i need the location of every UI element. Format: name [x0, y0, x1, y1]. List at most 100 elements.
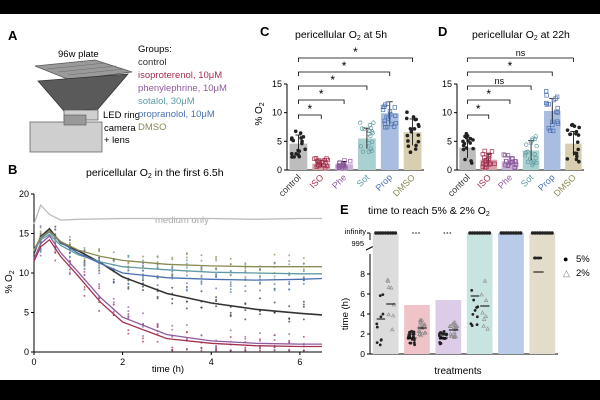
b-xtick-label: 0 — [31, 357, 36, 367]
chartD-point — [501, 152, 506, 157]
b-point-prop — [229, 290, 232, 293]
e-point-2pct — [423, 330, 428, 335]
chartC-points-phe — [336, 158, 353, 171]
e-infinity-point — [545, 231, 549, 235]
group-label-phe: phenylephrine, 10μM — [138, 83, 227, 94]
e-point-2pct — [452, 334, 457, 339]
e-point-5pct — [471, 312, 475, 316]
b-point-control — [288, 305, 291, 308]
chartC-point — [393, 113, 398, 118]
b-point-sot — [229, 281, 232, 284]
chartD-point — [503, 158, 509, 164]
chartD-sig-bracket — [467, 114, 490, 119]
b-point-dmso — [215, 257, 218, 260]
chartD-point — [492, 161, 497, 167]
b-point-iso — [98, 287, 101, 290]
chartD-point — [551, 97, 557, 103]
b-point-control — [288, 317, 291, 320]
chartD-point — [528, 140, 534, 146]
e-infinity-point — [470, 231, 475, 235]
b-point-phe — [156, 326, 159, 329]
chartD-sig-bracket — [467, 71, 553, 76]
b-point-dmso — [39, 232, 42, 235]
b-point-sot — [200, 276, 203, 279]
b-point-dmso — [171, 274, 174, 277]
chartC-sig-bracket — [298, 71, 391, 76]
chartD-point — [548, 128, 553, 133]
chartD-point — [565, 128, 570, 132]
e-point-5pct — [375, 322, 379, 326]
e-bar-iso — [404, 305, 430, 354]
b-point-phe — [215, 347, 218, 350]
chartC-point — [299, 136, 303, 140]
b-point-phe — [141, 334, 144, 337]
b-point-sot — [185, 259, 188, 262]
chartD-point — [576, 147, 580, 152]
chartD-ytick-label: 15 — [442, 79, 452, 89]
e-infinity-point — [480, 231, 484, 235]
b-point-control — [215, 296, 218, 299]
b-point-iso — [83, 294, 86, 297]
b-point-iso — [54, 259, 57, 262]
e-point-2pct — [483, 298, 489, 302]
chartD-point — [525, 159, 531, 164]
chartC-cat-label-prop: Prop — [374, 172, 395, 193]
chartC-point — [386, 116, 391, 121]
chartD-point — [505, 153, 511, 158]
b-point-prop — [302, 270, 305, 273]
b-point-phe — [288, 349, 291, 352]
e-points-iso — [406, 317, 428, 347]
e-point-2pct — [485, 326, 490, 331]
b-point-prop — [229, 283, 232, 286]
b-point-prop — [215, 275, 218, 278]
b-point-control — [288, 320, 291, 323]
e-point-5pct — [381, 312, 385, 316]
chartD-point — [466, 139, 470, 143]
chartC-point — [408, 126, 413, 131]
b-point-dmso — [244, 262, 247, 265]
chartD-sig-label: * — [476, 102, 481, 116]
e-point-2pct — [389, 285, 394, 290]
b-point-phe — [244, 337, 247, 340]
b-point-dmso — [39, 226, 42, 229]
b-point-control — [200, 290, 203, 293]
b-ytick-label: 20 — [19, 189, 29, 199]
chartC-point — [389, 121, 394, 127]
e-point-2pct — [453, 324, 459, 329]
chartC-points-sot — [358, 120, 376, 154]
e-infinity-point — [535, 231, 540, 235]
chartD-point — [488, 161, 493, 166]
b-point-phe — [288, 341, 291, 344]
chartD-point — [555, 119, 560, 124]
b-point-phe — [229, 349, 232, 352]
chartD-sig-bracket — [467, 85, 532, 90]
chartD-point — [546, 102, 551, 107]
medium-only-label: medium only — [155, 215, 209, 226]
b-point-sot — [258, 281, 261, 284]
e-bar-sot — [466, 233, 493, 354]
b-point-prop — [215, 287, 218, 290]
chartC-point — [405, 133, 410, 138]
chartC-sig-bracket — [298, 85, 368, 90]
e-infinity-point — [547, 231, 552, 235]
b-point-phe — [127, 315, 130, 318]
b-point-dmso — [171, 258, 174, 261]
e-point-5pct — [439, 341, 443, 345]
b-point-sot — [288, 263, 291, 266]
b-point-prop — [98, 257, 101, 260]
e-point-2pct — [416, 328, 421, 333]
chartD-sig-label: * — [486, 87, 491, 101]
panel-b-ylabel: % O2 — [4, 270, 16, 293]
b-point-phe — [229, 329, 232, 332]
b-point-control — [185, 286, 188, 289]
b-point-phe — [98, 283, 101, 286]
e-point-2pct — [483, 314, 489, 319]
legend-2pct: △ 2% — [563, 268, 590, 279]
e-infinity-point — [533, 231, 537, 235]
b-point-prop — [185, 288, 188, 291]
chartD-point — [489, 149, 495, 154]
b-point-control — [229, 311, 232, 314]
b-point-prop — [39, 225, 42, 228]
b-point-dmso — [229, 273, 232, 276]
chartC-point — [361, 126, 367, 132]
